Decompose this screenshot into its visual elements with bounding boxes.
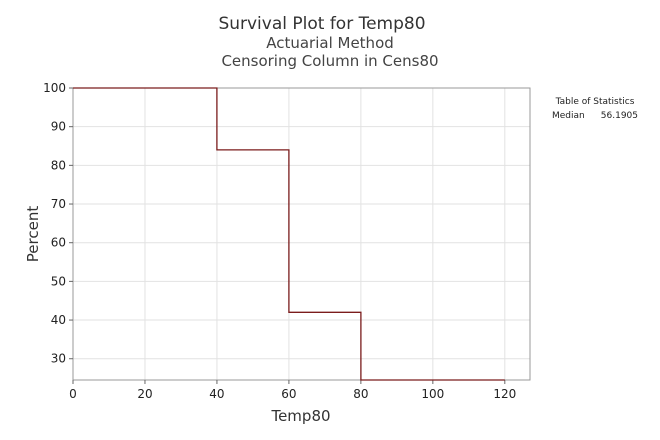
chart-subtitle-2: Censoring Column in Cens80 bbox=[221, 52, 438, 70]
y-tick-label: 40 bbox=[51, 313, 66, 327]
y-tick-label: 80 bbox=[51, 158, 66, 172]
x-tick-label: 0 bbox=[69, 387, 77, 401]
survival-step-line bbox=[73, 87, 505, 381]
stats-median-value: 56.1905 bbox=[601, 111, 638, 121]
x-tick-label: 120 bbox=[493, 387, 516, 401]
y-tick-label: 60 bbox=[51, 236, 66, 250]
y-axis-label: Percent bbox=[24, 206, 42, 263]
chart-subtitle-1: Actuarial Method bbox=[266, 34, 394, 52]
stats-table-title: Table of Statistics bbox=[555, 97, 635, 107]
y-tick-label: 50 bbox=[51, 274, 66, 288]
y-tick-label: 100 bbox=[43, 81, 66, 95]
series-layer bbox=[73, 87, 505, 381]
x-axis-label: Temp80 bbox=[270, 407, 330, 425]
x-tick-label: 20 bbox=[137, 387, 152, 401]
axis-ticks: 0 20 40 60 80 100 120 30 40 50 60 70 80 90 100 bbox=[43, 81, 516, 401]
x-tick-label: 40 bbox=[209, 387, 224, 401]
x-tick-label: 80 bbox=[353, 387, 368, 401]
x-tick-label: 100 bbox=[421, 387, 444, 401]
y-tick-label: 30 bbox=[51, 352, 66, 366]
chart-title: Survival Plot for Temp80 bbox=[218, 14, 425, 34]
y-tick-label: 70 bbox=[51, 197, 66, 211]
stats-median-label: Median bbox=[552, 111, 585, 121]
y-tick-label: 90 bbox=[51, 120, 66, 134]
grid-lines bbox=[72, 88, 530, 380]
x-tick-label: 60 bbox=[281, 387, 296, 401]
plot-frame bbox=[72, 87, 531, 381]
